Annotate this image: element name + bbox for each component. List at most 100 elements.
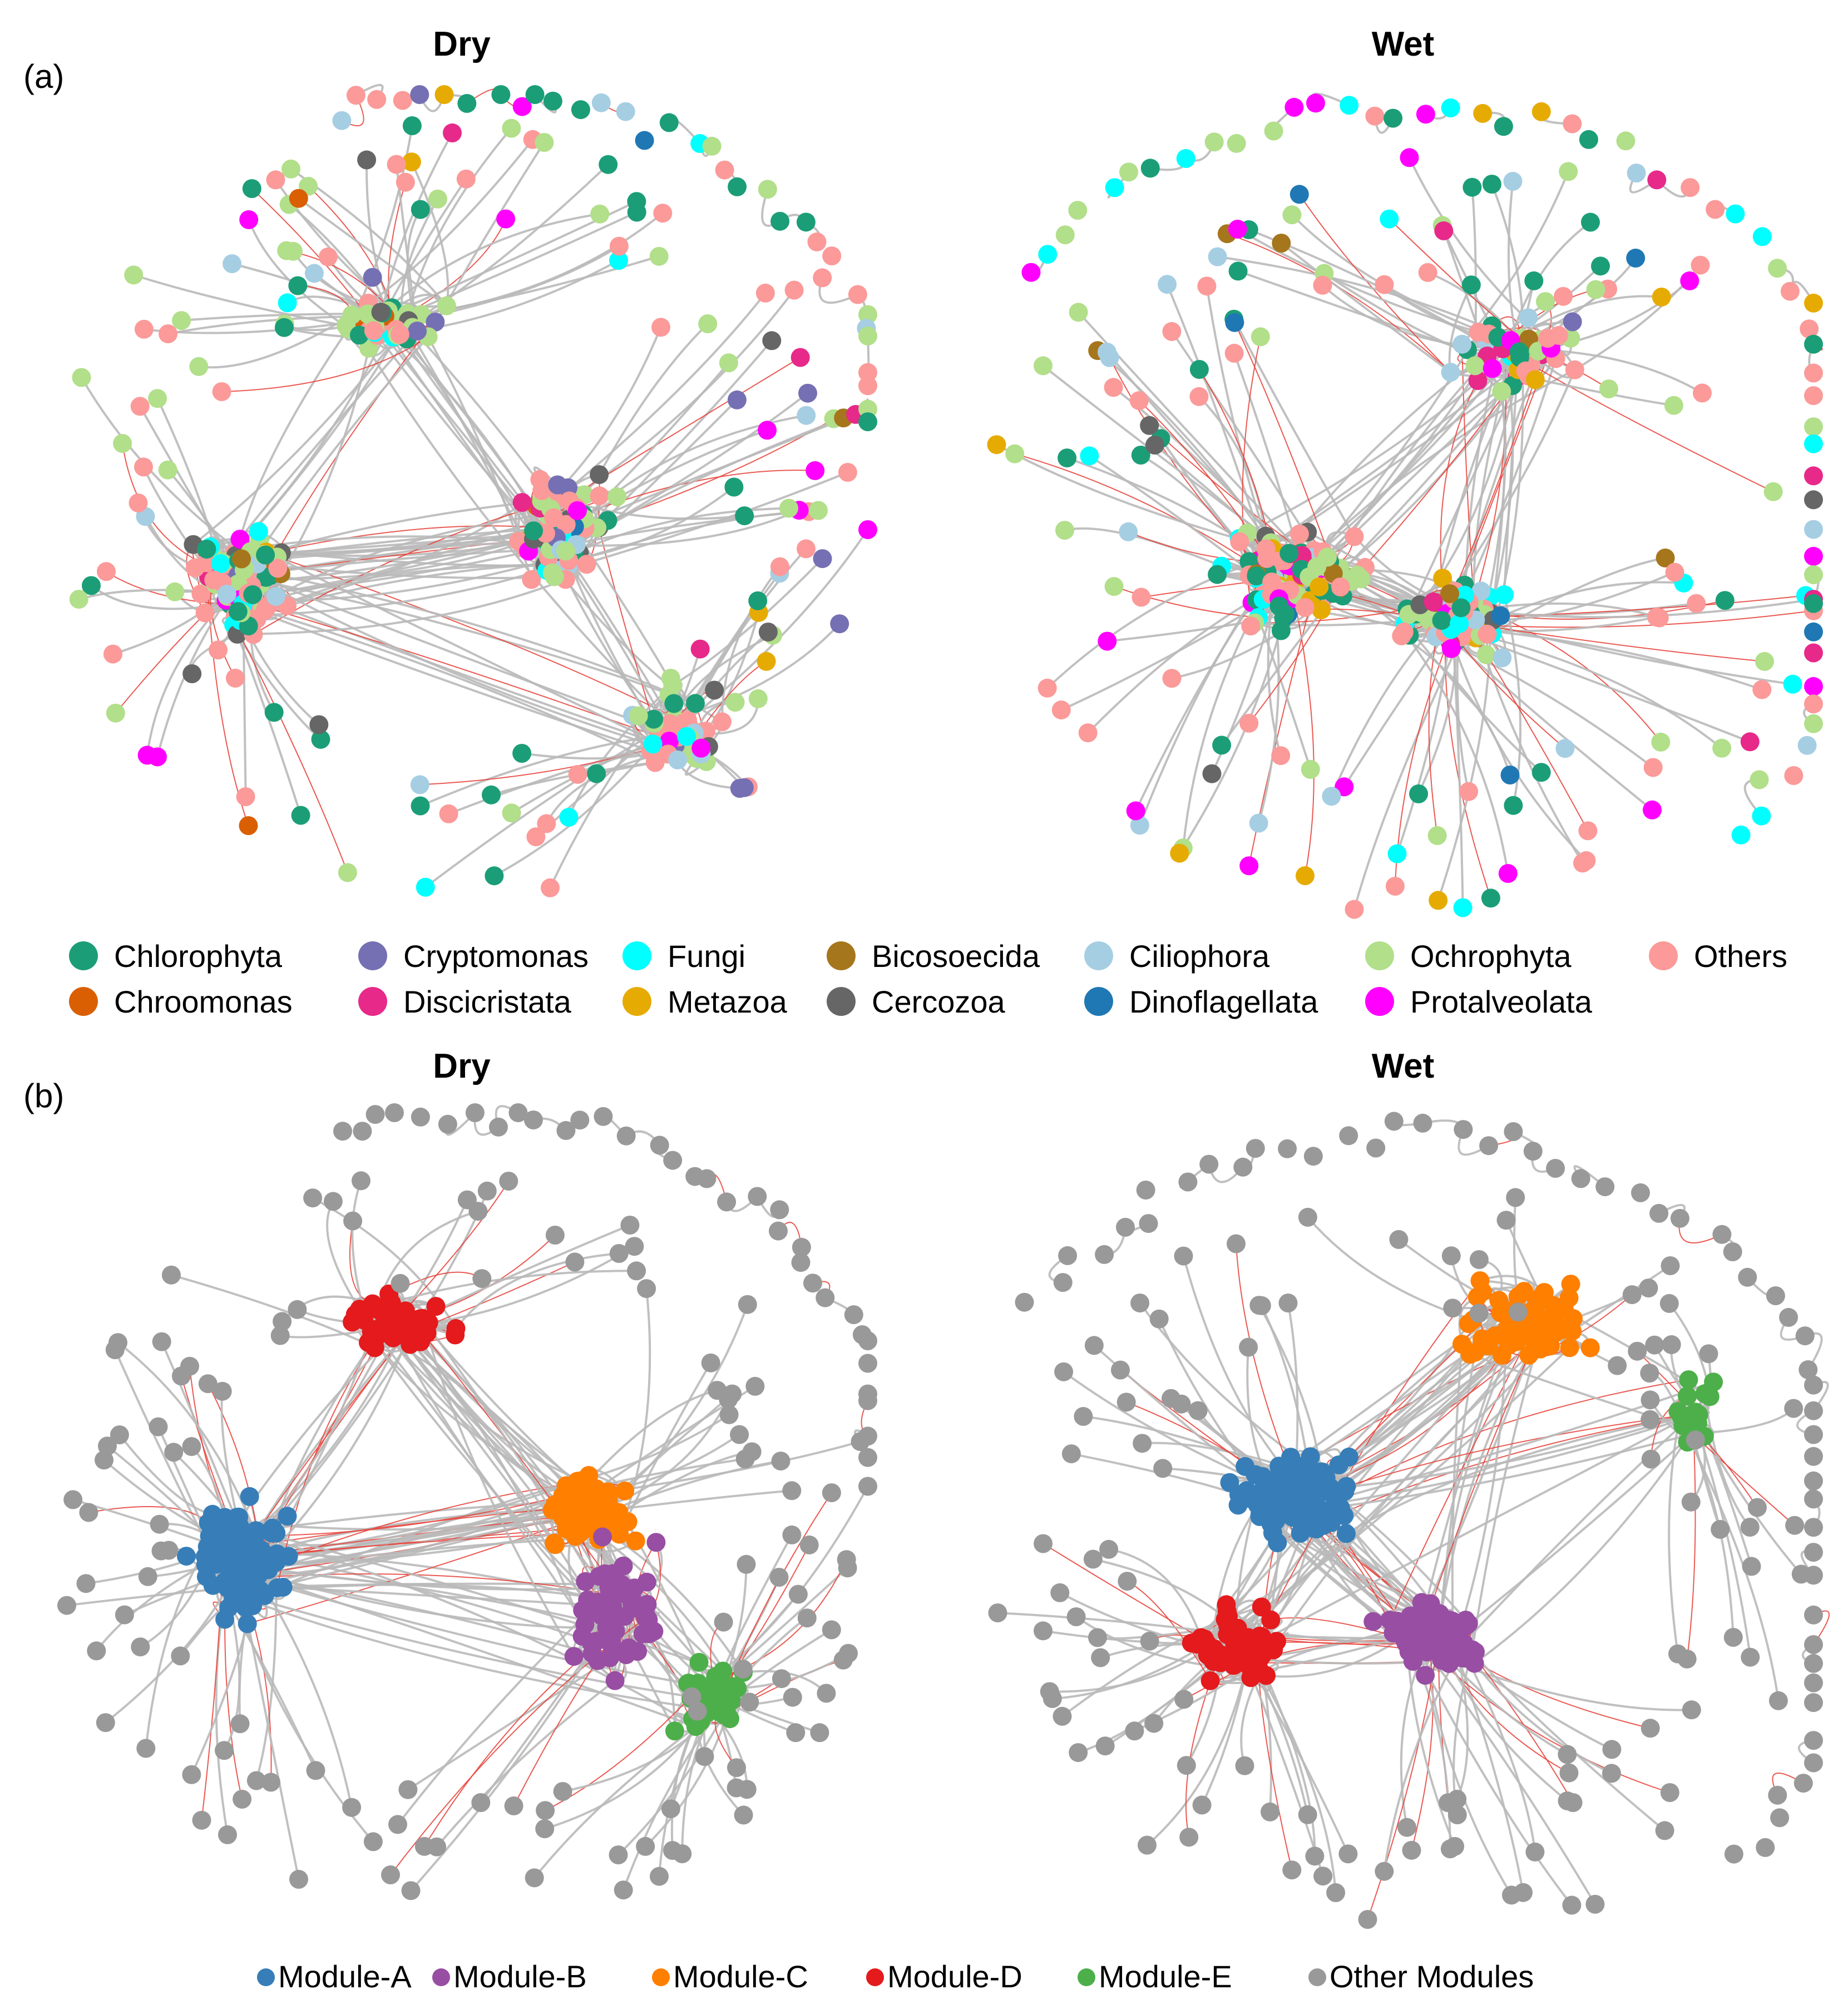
network-b-dry-node [616,1126,636,1146]
network-a-wet-node [1726,204,1745,224]
legend-item-dinoflagellata: Dinoflagellata [1084,984,1318,1019]
network-b-wet-edge [1146,1650,1251,1847]
network-b-dry-node [636,1837,655,1856]
network-b-dry-node [240,1487,259,1506]
network-a-dry-node [268,559,288,578]
network-b-dry-node [696,1679,715,1699]
network-b-wet-node [1297,1465,1317,1484]
network-b-dry-edge [145,1546,209,1749]
network-b-dry-node [152,1332,171,1351]
network-b-dry-node [385,1103,404,1122]
network-b-dry-node [564,1647,584,1666]
network-a-wet-node [1554,287,1573,306]
network-a-wet-node [1310,577,1329,596]
network-b-dry-node [238,1614,257,1633]
network-b-dry-node [553,1782,572,1801]
network-b-dry-edge [398,1316,628,1596]
network-b-dry-node [620,1216,640,1235]
network-b-dry-node [590,1567,609,1586]
network-a-dry-node [609,251,628,270]
network-a-wet-node [1440,584,1460,604]
network-a-wet-node [1197,277,1217,296]
network-a-wet-node [1804,565,1823,585]
network-b-wet-node [1283,1493,1303,1512]
network-a-dry-node [545,567,564,586]
network-b-wet-edge [1471,1341,1539,1650]
network-b-wet-edge [1474,1422,1699,1665]
network-b-dry-node [306,1761,325,1780]
network-b-dry-node [594,1107,613,1126]
network-a-wet-node [1429,891,1448,910]
network-b-dry-node [637,1572,656,1592]
network-a-wet-node [1476,645,1496,664]
network-a-wet-node [1345,527,1364,546]
network-b-wet-nodes [988,1112,1823,1929]
network-b-dry-node [723,1384,742,1404]
network-a-wet-node [1804,694,1823,714]
network-a-dry-node [217,585,236,604]
network-b-dry-node [343,1211,363,1231]
network-a-wet-edge [1510,295,1662,342]
network-a-wet-node [1500,766,1520,784]
network-b-dry-node [353,1122,372,1141]
network-b-dry-node [381,1865,400,1884]
network-b-dry-node [504,1796,523,1815]
network-a-dry-node [664,694,684,713]
network-b-dry-node [782,1481,802,1500]
network-a-wet-node [1385,876,1405,896]
network-a-wet-node [1433,569,1452,588]
network-b-wet-node [1363,1612,1383,1631]
network-b-dry-node [619,1638,639,1657]
network-a-wet-node [1804,466,1823,486]
network-a-wet-node [1176,149,1195,168]
network-a-dry-node [242,179,261,198]
network-a-dry-node [806,461,825,480]
network-b-dry-edge [228,1561,609,1591]
network-b-dry-node [602,1636,621,1656]
network-b-dry-node [730,1425,749,1444]
network-b-dry-node [131,1637,150,1657]
network-b-dry-node [578,1591,597,1610]
network-a-dry-edge [672,557,823,687]
network-a-wet-node [1427,826,1447,845]
legend-label: Cryptomonas [403,939,589,974]
network-b-dry-node [182,1765,201,1784]
network-a-dry-node [371,303,391,322]
legend-item-ochrophyta: Ochrophyta [1365,939,1572,974]
network-a-wet-node [1453,898,1473,917]
network-b-dry-edge [577,1414,730,1483]
network-a-wet-node [1469,322,1488,342]
legend-item-chroomonas: Chroomonas [69,984,293,1019]
network-a-wet-node [1251,327,1270,347]
network-b-dry-edge [607,1440,861,1493]
network-a-wet-node [1577,851,1596,870]
network-b-dry-node [477,1181,497,1201]
network-b-dry-node [171,1646,190,1666]
network-a-dry-edge [561,413,856,534]
network-a-wet-node [1104,378,1123,397]
network-a-wet-node [1800,319,1819,339]
network-a-dry-node [858,520,877,539]
network-a-wet-node [1599,379,1618,398]
network-a-wet-edge [1469,341,1507,615]
network-a-wet-node [1204,132,1224,152]
network-a-wet-node [1491,606,1510,625]
network-a-dry-node [72,368,91,387]
network-b-dry-node [523,1110,543,1129]
network-b-dry-node [837,1550,856,1569]
network-a-wet-node [1591,256,1610,276]
network-a-dry-node [715,160,734,180]
network-a-wet-node [1227,134,1246,153]
network-a-wet-node [1524,271,1544,290]
network-a-wet-node [1649,608,1669,628]
network-b-dry-node [536,1801,555,1820]
network-b-dry-node [556,1121,576,1140]
network-a-dry-node [532,481,552,500]
network-b-dry-node [688,1701,707,1721]
network-a-dry-node [349,325,369,345]
network-a-dry-node [590,465,609,485]
network-a-wet-edge [1490,391,1506,615]
network-a-wet-node [1652,287,1671,307]
network-a-wet-edge [1114,586,1259,618]
network-b-dry-node [352,1171,370,1191]
